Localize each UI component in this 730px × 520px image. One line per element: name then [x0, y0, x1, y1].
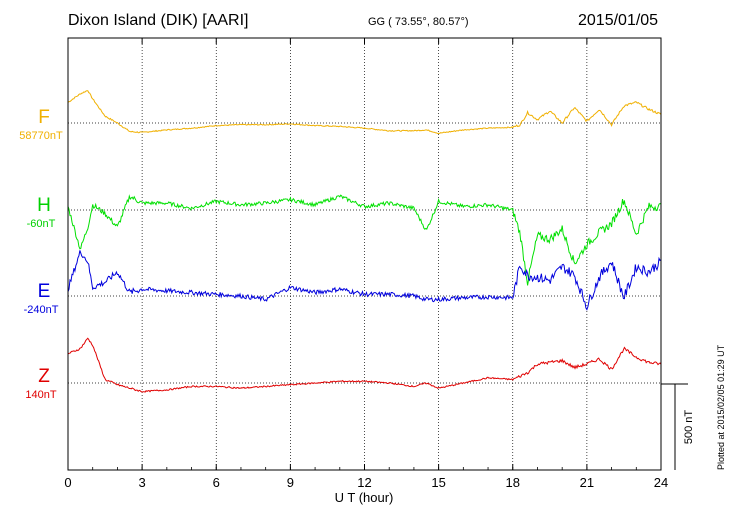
x-axis-label: U T (hour) [335, 490, 394, 505]
channel-f-label: F [38, 107, 50, 128]
channel-z-label: Z [38, 366, 50, 387]
x-tick-label: 3 [139, 475, 146, 490]
chart-date: 2015/01/05 [578, 12, 659, 29]
station-coordinates: GG ( 73.55°, 80.57°) [368, 16, 469, 28]
scale-bar-label: 500 nT [683, 410, 695, 445]
station-title: Dixon Island (DIK) [AARI] [68, 12, 249, 29]
channel-z-baseline: 140nT [25, 389, 57, 401]
x-tick-label: 6 [213, 475, 220, 490]
plotted-timestamp: Plotted at 2015/02/05 01:29 UT [716, 344, 726, 470]
data-traces [67, 90, 662, 393]
x-tick-label: 21 [580, 475, 594, 490]
x-tick-label: 24 [654, 475, 668, 490]
scale-bar: 500 nT [661, 383, 695, 470]
grid-lines [68, 38, 661, 470]
x-tick-label: 12 [357, 475, 371, 490]
channel-f-baseline: 58770nT [19, 130, 63, 142]
x-tick-label: 9 [287, 475, 294, 490]
channel-h-baseline: -60nT [26, 218, 56, 230]
channel-e-baseline: -240nT [23, 304, 59, 316]
trace-z [67, 337, 662, 393]
x-tick-label: 18 [506, 475, 520, 490]
channel-h-label: H [37, 195, 51, 216]
trace-f [67, 90, 662, 135]
x-axis-ticks: 0 3 6 9 12 15 18 21 24 [64, 38, 668, 490]
channel-e-label: E [37, 281, 51, 302]
x-tick-label: 0 [64, 475, 71, 490]
trace-h [67, 194, 662, 286]
trace-e [67, 250, 662, 311]
x-tick-label: 15 [431, 475, 445, 490]
